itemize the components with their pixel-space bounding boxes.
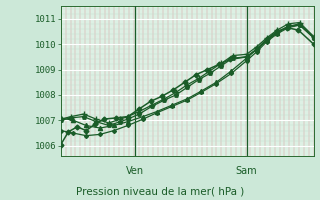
Text: Sam: Sam: [236, 166, 257, 176]
Text: Pression niveau de la mer( hPa ): Pression niveau de la mer( hPa ): [76, 186, 244, 196]
Text: Ven: Ven: [126, 166, 144, 176]
